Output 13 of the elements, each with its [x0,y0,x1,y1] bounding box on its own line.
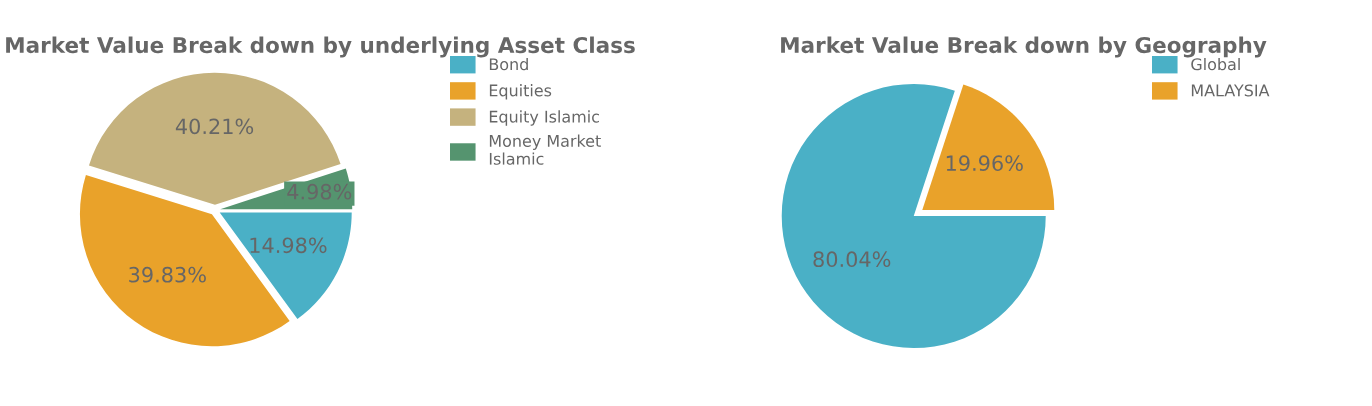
data-label: 14.98% [250,237,327,254]
data-label: 40.21% [175,118,254,135]
chart-title: Market Value Break down by underlying Asset Class [6,36,635,58]
data-label: 39.83% [129,266,206,283]
legend-label: Global [1191,57,1240,71]
data-label: 80.04% [813,251,891,268]
chart-title: Market Value Break down by Geography [781,36,1267,58]
legend-label: Bond [489,57,528,71]
legend-label: MALAYSIA [1191,84,1270,97]
legend-label: Money Market Islamic [489,134,601,165]
legend-label: Equity Islamic [489,110,599,126]
data-label: 19.96% [946,155,1023,172]
legend-label: Equities [489,84,552,100]
